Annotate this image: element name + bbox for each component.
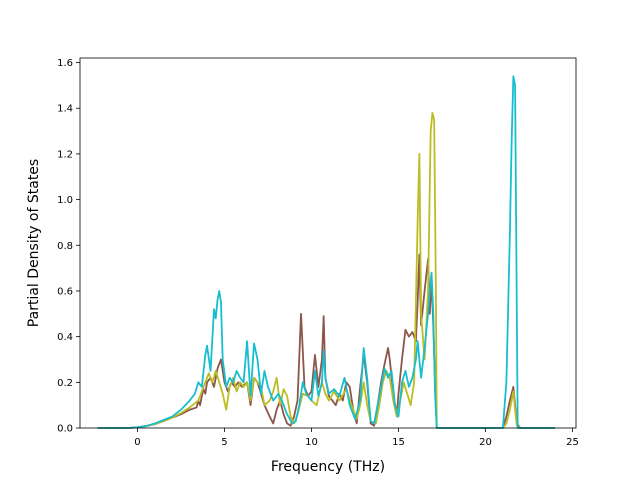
y-tick-label: 1.6 xyxy=(57,58,73,69)
y-tick-label: 0.8 xyxy=(57,241,73,252)
y-axis-label: Partial Density of States xyxy=(26,159,42,327)
x-tick-label: 15 xyxy=(392,437,405,448)
x-axis-ticks: 0 5 10 15 20 25 xyxy=(134,428,579,448)
x-tick-label: 25 xyxy=(566,437,579,448)
x-tick-label: 5 xyxy=(221,437,227,448)
series-layer xyxy=(97,75,556,429)
x-axis-label: Frequency (THz) xyxy=(271,459,385,475)
plot-frame xyxy=(79,57,577,429)
y-axis-ticks: 0.0 0.2 0.4 0.6 0.8 1.0 1.2 1.4 1.6 xyxy=(57,58,80,435)
y-tick-label: 0.6 xyxy=(57,286,73,297)
y-tick-label: 0.4 xyxy=(57,332,73,343)
y-tick-label: 0.0 xyxy=(57,424,73,435)
x-tick-label: 20 xyxy=(479,437,492,448)
y-tick-label: 1.2 xyxy=(57,149,73,160)
series-line-3 xyxy=(97,75,556,429)
y-tick-label: 1.0 xyxy=(57,195,73,206)
y-tick-label: 1.4 xyxy=(57,104,73,115)
y-tick-label: 0.2 xyxy=(57,378,73,389)
x-tick-label: 0 xyxy=(134,437,140,448)
series-line-1 xyxy=(97,253,556,429)
x-tick-label: 10 xyxy=(305,437,318,448)
